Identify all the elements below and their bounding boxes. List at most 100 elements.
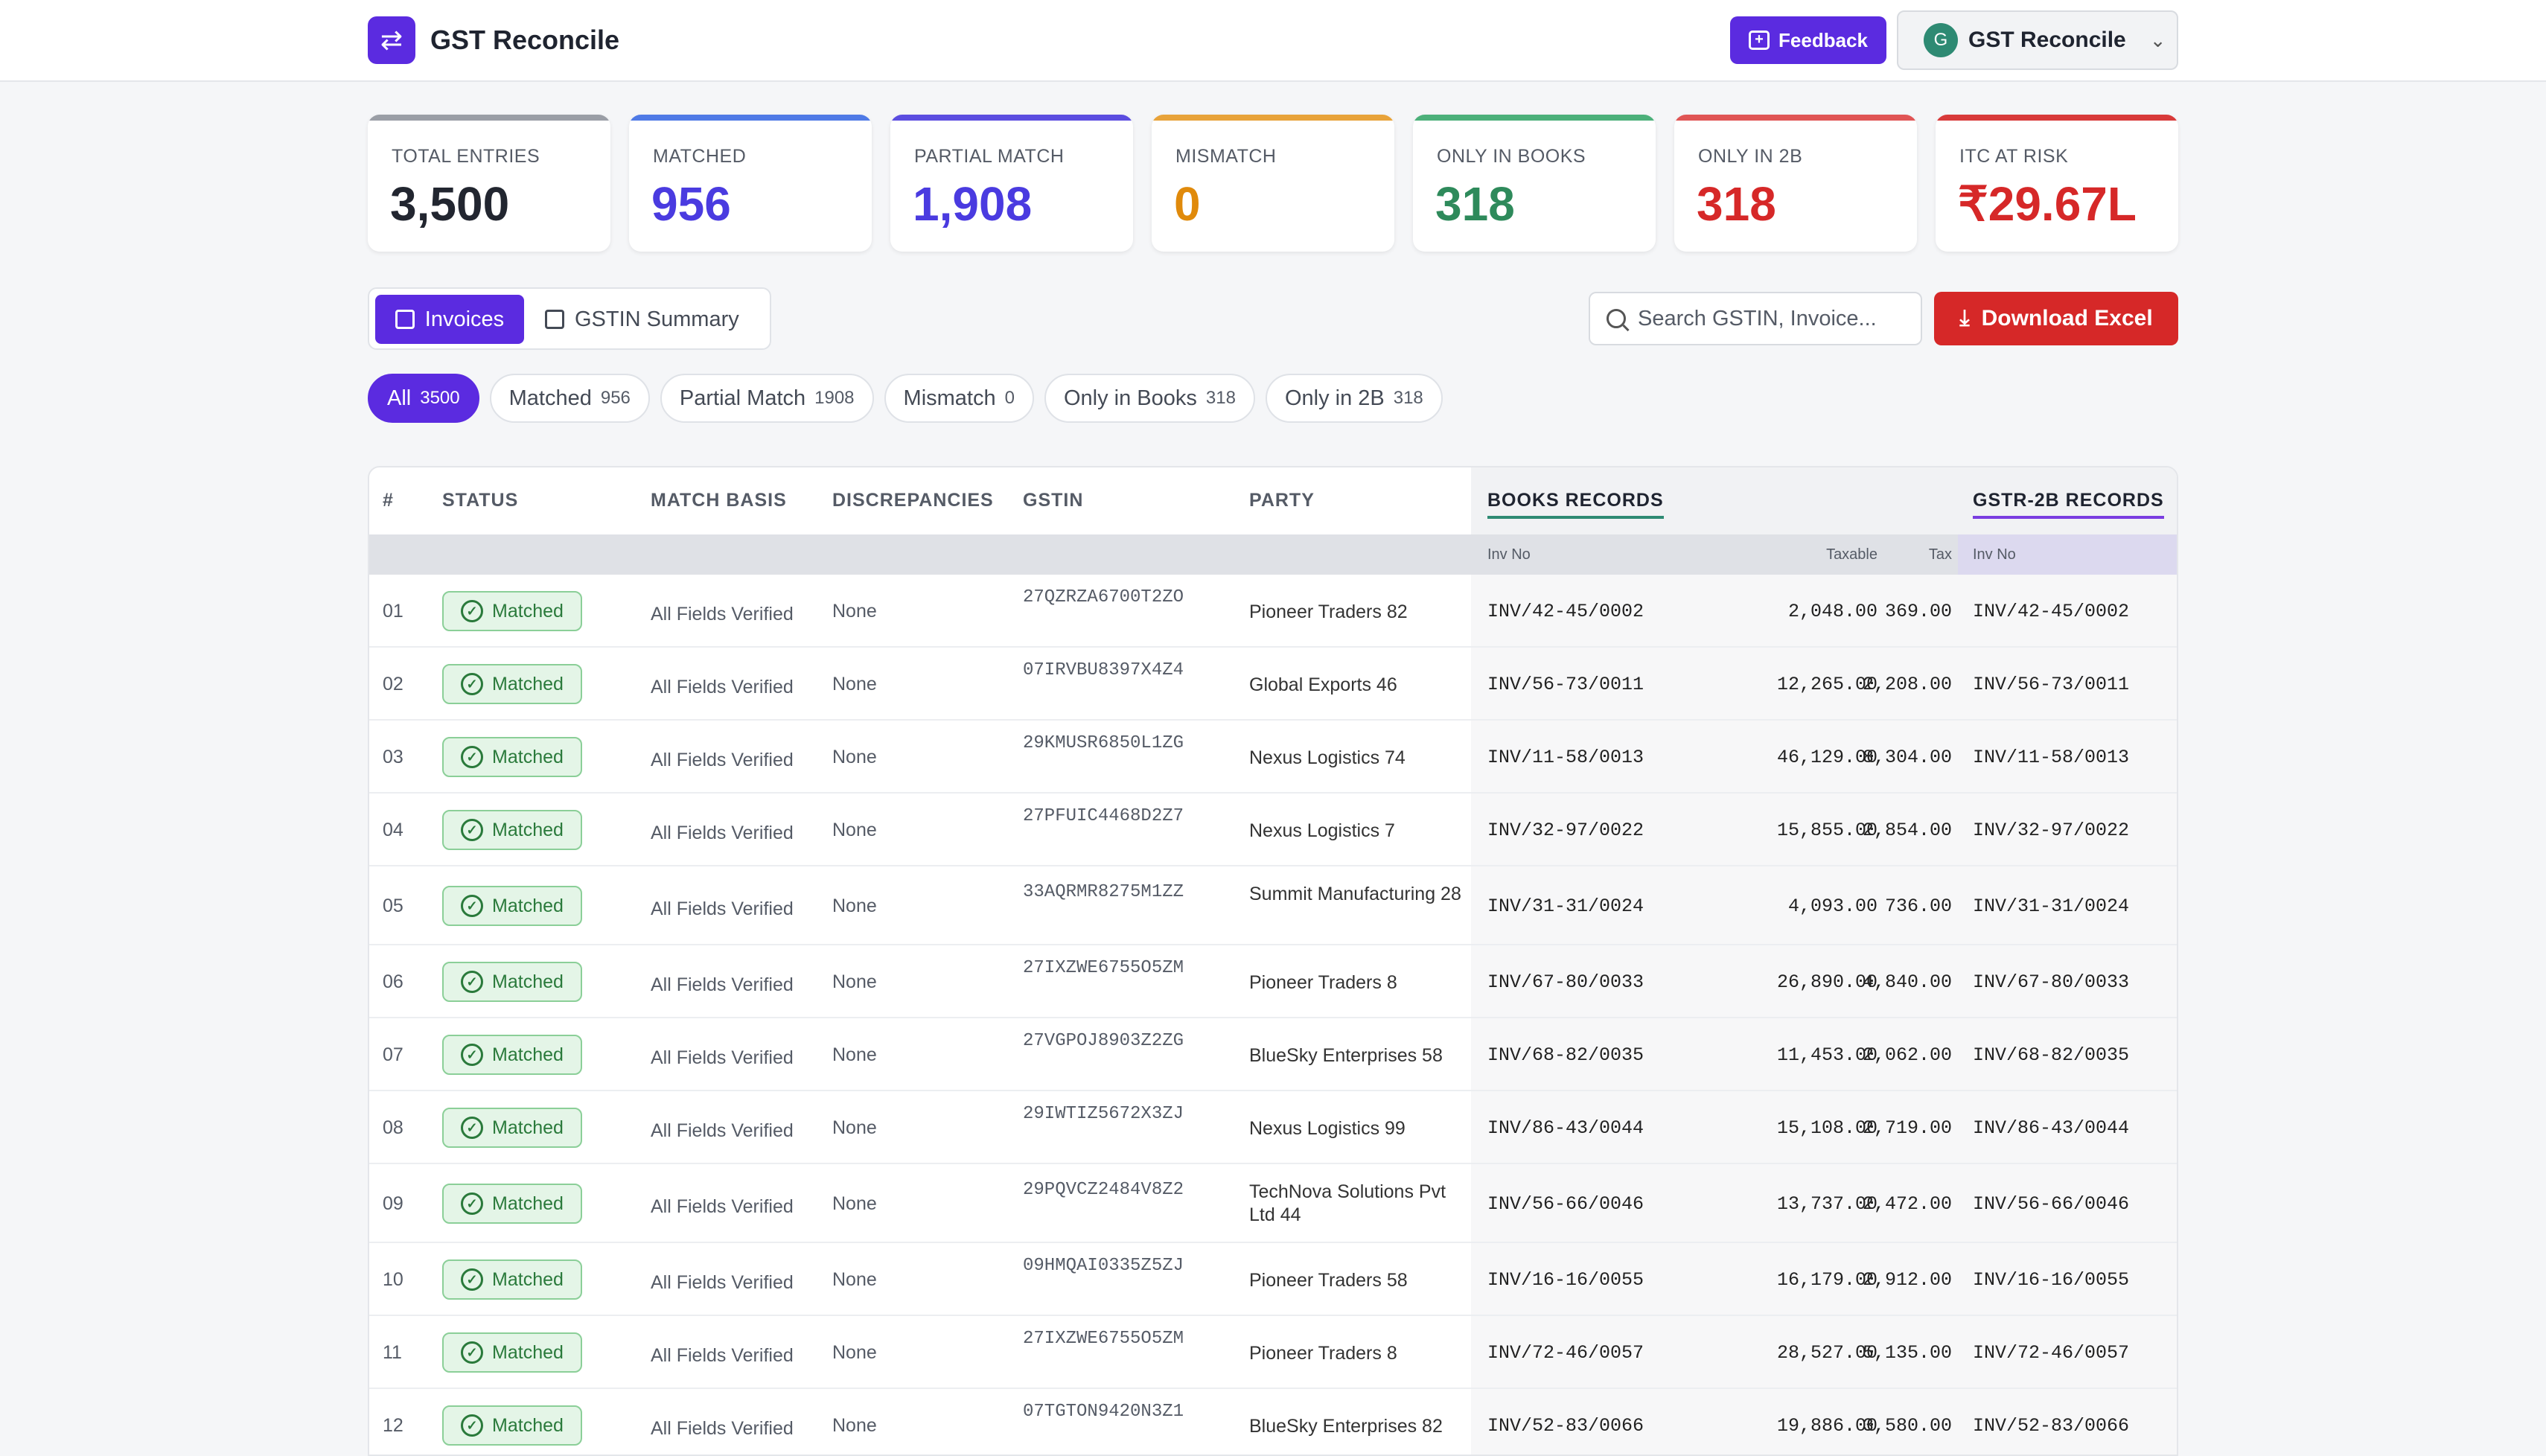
list-icon bbox=[395, 310, 415, 329]
check-circle-icon: ✓ bbox=[461, 895, 484, 917]
books-taxable: 4,093.00 bbox=[1787, 895, 1877, 917]
match-basis: All Fields Verified bbox=[651, 823, 794, 843]
status-label: Matched bbox=[492, 1341, 564, 1363]
status-label: Matched bbox=[492, 746, 564, 767]
books-taxable: 19,886.00 bbox=[1776, 1415, 1877, 1437]
match-basis: All Fields Verified bbox=[651, 1345, 794, 1366]
discrepancies: None bbox=[832, 1415, 877, 1436]
row-number: 10 bbox=[383, 1269, 403, 1290]
books-header-bg bbox=[1471, 467, 2177, 534]
books-tax: 2,854.00 bbox=[1862, 820, 1952, 841]
download-excel-button[interactable]: ⤓ Download Excel bbox=[1934, 292, 2178, 345]
table-row[interactable]: 11 ✓ Matched All Fields Verified None 27IXZWE… bbox=[369, 1316, 2177, 1389]
subheader-inv-no: Inv No bbox=[1487, 546, 1531, 563]
status-badge: ✓ Matched bbox=[442, 1035, 582, 1075]
books-inv-no: INV/16-16/0055 bbox=[1487, 1269, 1644, 1291]
status-badge: ✓ Matched bbox=[442, 886, 582, 926]
match-basis: All Fields Verified bbox=[651, 1196, 794, 1217]
gstr-inv-no: INV/86-43/0044 bbox=[1973, 1117, 2130, 1139]
discrepancies: None bbox=[832, 747, 877, 767]
table-row[interactable]: 06 ✓ Matched All Fields Verified None 27IXZWE… bbox=[369, 945, 2177, 1018]
party-name: Nexus Logistics 7 bbox=[1249, 820, 1395, 841]
party-name: TechNova Solutions Pvt Ltd 44 bbox=[1249, 1181, 1446, 1225]
table-row[interactable]: 10 ✓ Matched All Fields Verified None 09HMQAI… bbox=[369, 1243, 2177, 1316]
books-cell-bg bbox=[1471, 794, 2177, 865]
discrepancies: None bbox=[832, 1044, 877, 1065]
party-name: Pioneer Traders 8 bbox=[1249, 1343, 1397, 1364]
stat-value: 956 bbox=[651, 177, 731, 231]
filter-pill[interactable]: All 3500 bbox=[368, 374, 479, 423]
table-subheader: Inv No Taxable Tax Inv No bbox=[369, 534, 2177, 575]
discrepancies: None bbox=[832, 1117, 877, 1138]
stat-label: ITC AT RISK bbox=[1959, 146, 2069, 167]
party-name: Summit Manufacturing 28 bbox=[1249, 884, 1461, 904]
books-cell-bg bbox=[1471, 1164, 2177, 1242]
table-row[interactable]: 08 ✓ Matched All Fields Verified None 29IWTIZ… bbox=[369, 1091, 2177, 1164]
stat-label: MISMATCH bbox=[1175, 146, 1277, 167]
subheader-gstr-inv-no: Inv No bbox=[1973, 546, 2016, 563]
filter-pill-count: 3500 bbox=[420, 388, 460, 408]
check-circle-icon: ✓ bbox=[461, 1192, 484, 1215]
row-number: 05 bbox=[383, 895, 403, 916]
books-inv-no: INV/32-97/0022 bbox=[1487, 820, 1644, 841]
match-basis: All Fields Verified bbox=[651, 750, 794, 770]
status-badge: ✓ Matched bbox=[442, 1108, 582, 1148]
gstr-inv-no: INV/32-97/0022 bbox=[1973, 820, 2130, 841]
match-basis: All Fields Verified bbox=[651, 604, 794, 625]
books-taxable: 26,890.00 bbox=[1776, 971, 1877, 993]
row-number: 02 bbox=[383, 674, 403, 695]
books-cell-bg bbox=[1471, 945, 2177, 1017]
filter-pill[interactable]: Only in 2B 318 bbox=[1265, 374, 1443, 423]
stat-card: TOTAL ENTRIES 3,500 bbox=[368, 115, 610, 252]
table-row[interactable]: 09 ✓ Matched All Fields Verified None 29PQVCZ… bbox=[369, 1164, 2177, 1243]
building-icon bbox=[545, 310, 564, 329]
view-toggle: Invoices GSTIN Summary bbox=[368, 287, 771, 350]
gstin: 07IRVBU8397X4Z4 bbox=[1023, 660, 1184, 680]
table-row[interactable]: 02 ✓ Matched All Fields Verified None 07IRVBU… bbox=[369, 648, 2177, 721]
filter-pill[interactable]: Matched 956 bbox=[489, 374, 650, 423]
match-basis: All Fields Verified bbox=[651, 898, 794, 919]
stat-card-accent bbox=[1674, 115, 1917, 121]
subheader-tax: Tax bbox=[1928, 546, 1952, 563]
gstin: 29IWTIZ5672X3ZJ bbox=[1023, 1104, 1184, 1124]
row-number: 03 bbox=[383, 747, 403, 767]
status-label: Matched bbox=[492, 1192, 564, 1214]
stat-value: 318 bbox=[1435, 177, 1515, 231]
account-menu-button[interactable]: G GST Reconcile ⌄ bbox=[1897, 10, 2178, 70]
status-label: Matched bbox=[492, 600, 564, 622]
row-number: 12 bbox=[383, 1415, 403, 1436]
table-row[interactable]: 04 ✓ Matched All Fields Verified None 27PFUIC… bbox=[369, 794, 2177, 866]
tab-invoices[interactable]: Invoices bbox=[375, 295, 524, 344]
tab-gstin-summary[interactable]: GSTIN Summary bbox=[537, 295, 761, 344]
table-row[interactable]: 01 ✓ Matched All Fields Verified None 27QZRZA… bbox=[369, 575, 2177, 648]
check-circle-icon: ✓ bbox=[461, 819, 484, 841]
filter-pill[interactable]: Only in Books 318 bbox=[1044, 374, 1255, 423]
status-badge: ✓ Matched bbox=[442, 1184, 582, 1224]
table-row[interactable]: 05 ✓ Matched All Fields Verified None 33AQRMR… bbox=[369, 866, 2177, 945]
table-row[interactable]: 03 ✓ Matched All Fields Verified None 29KMUSR… bbox=[369, 721, 2177, 794]
stat-label: MATCHED bbox=[653, 146, 747, 167]
books-tax: 2,912.00 bbox=[1862, 1269, 1952, 1291]
party-name: BlueSky Enterprises 58 bbox=[1249, 1045, 1443, 1066]
filter-pill[interactable]: Partial Match 1908 bbox=[660, 374, 874, 423]
chevron-down-icon: ⌄ bbox=[2149, 28, 2166, 51]
download-icon: ⤓ bbox=[1959, 306, 1970, 331]
check-circle-icon: ✓ bbox=[461, 1341, 484, 1364]
check-circle-icon: ✓ bbox=[461, 1414, 484, 1437]
books-inv-no: INV/52-83/0066 bbox=[1487, 1415, 1644, 1437]
feedback-button[interactable]: + Feedback bbox=[1730, 16, 1886, 64]
status-badge: ✓ Matched bbox=[442, 737, 582, 777]
table-row[interactable]: 12 ✓ Matched All Fields Verified None 07TGTON… bbox=[369, 1389, 2177, 1455]
books-cell-bg bbox=[1471, 1091, 2177, 1163]
row-number: 11 bbox=[383, 1342, 402, 1363]
status-label: Matched bbox=[492, 1044, 564, 1065]
search-input[interactable] bbox=[1638, 306, 1891, 331]
check-circle-icon: ✓ bbox=[461, 1268, 484, 1291]
table-row[interactable]: 07 ✓ Matched All Fields Verified None 27VGPOJ… bbox=[369, 1018, 2177, 1091]
books-inv-no: INV/72-46/0057 bbox=[1487, 1342, 1644, 1364]
match-basis: All Fields Verified bbox=[651, 1047, 794, 1068]
books-taxable: 2,048.00 bbox=[1787, 601, 1877, 622]
discrepancies: None bbox=[832, 601, 877, 622]
match-basis: All Fields Verified bbox=[651, 974, 794, 995]
filter-pill[interactable]: Mismatch 0 bbox=[884, 374, 1034, 423]
